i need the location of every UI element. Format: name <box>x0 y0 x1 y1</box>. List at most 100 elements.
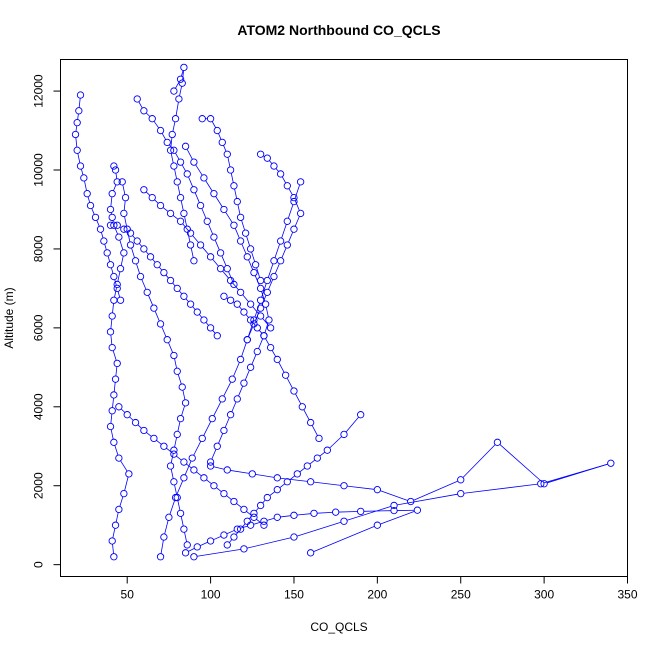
series-segment <box>160 540 164 554</box>
series-segment <box>234 188 238 199</box>
series-segment <box>224 417 230 428</box>
data-point <box>226 296 235 304</box>
data-point <box>186 300 195 308</box>
series-segment <box>185 298 189 303</box>
series-segment <box>218 133 222 140</box>
series-segment <box>172 215 179 220</box>
data-point <box>200 174 208 182</box>
data-point <box>133 95 141 103</box>
series-segment <box>199 314 203 318</box>
series-segment <box>177 184 181 195</box>
data-point <box>236 288 245 296</box>
series-segment <box>230 470 250 474</box>
data-point <box>340 517 348 525</box>
series-segment <box>232 282 239 291</box>
data-point <box>106 422 115 431</box>
data-point <box>306 478 315 486</box>
series-segment <box>170 153 174 164</box>
series-segment <box>227 157 231 167</box>
series-segment <box>237 204 241 215</box>
flight-track-series <box>71 91 125 304</box>
data-point <box>170 87 178 95</box>
data-point <box>206 115 215 123</box>
series-segment <box>75 125 78 132</box>
data-point <box>126 229 135 237</box>
series-segment <box>287 204 294 219</box>
series-segment <box>234 228 240 239</box>
series-segment <box>286 377 293 389</box>
series-segment <box>278 362 285 373</box>
series-segment <box>192 306 196 310</box>
series-segment <box>241 220 246 231</box>
data-point <box>246 300 255 308</box>
series-segment <box>177 374 182 385</box>
series-segment <box>208 224 214 235</box>
series-segment <box>288 188 293 196</box>
series-segment <box>215 196 223 207</box>
data-point <box>273 486 281 494</box>
data-point <box>240 308 248 316</box>
data-point <box>236 525 245 533</box>
data-point <box>228 375 236 383</box>
data-point <box>236 213 245 222</box>
series-segment <box>223 381 232 397</box>
data-point <box>223 150 231 158</box>
data-point <box>223 265 231 273</box>
series-segment <box>380 490 408 501</box>
data-point <box>115 233 123 241</box>
data-point <box>233 525 241 533</box>
series-segment <box>213 535 222 541</box>
series-segment <box>110 319 113 329</box>
data-point <box>83 190 91 198</box>
data-point <box>296 178 305 186</box>
series-segment <box>145 251 149 255</box>
series-segment <box>174 437 177 448</box>
data-point <box>120 225 128 233</box>
series-segment <box>181 164 187 172</box>
data-point <box>110 162 118 170</box>
series-segment <box>274 243 280 258</box>
flight-track-series <box>223 411 365 549</box>
data-point <box>246 521 255 529</box>
data-point <box>283 217 291 225</box>
data-point <box>315 434 323 443</box>
data-point <box>206 253 215 261</box>
x-tick-label: 100 <box>201 588 221 602</box>
data-point <box>166 462 175 470</box>
data-point <box>156 553 165 561</box>
series-segment <box>120 460 128 472</box>
series-segment <box>238 385 244 397</box>
data-point <box>116 296 125 304</box>
data-point <box>120 249 128 257</box>
series-segment <box>241 243 247 255</box>
data-point <box>171 493 180 502</box>
data-point <box>206 324 215 332</box>
data-point <box>160 442 168 450</box>
data-point <box>216 265 225 273</box>
data-point <box>180 209 188 218</box>
data-point <box>220 292 228 300</box>
series-segment <box>248 259 254 270</box>
data-point <box>196 201 205 210</box>
data-point <box>293 470 301 478</box>
data-point <box>113 178 121 186</box>
series-segment <box>211 121 217 128</box>
data-point <box>218 138 226 147</box>
series-segment <box>247 322 254 337</box>
series-segment <box>251 251 256 262</box>
series-segment <box>190 248 194 258</box>
data-point <box>210 233 218 241</box>
series-segment <box>110 413 113 424</box>
data-point <box>80 174 88 182</box>
data-point <box>110 438 118 446</box>
series-segment <box>294 216 300 227</box>
series-segment <box>262 318 269 326</box>
series-segment <box>261 295 267 306</box>
series-segment <box>177 500 181 511</box>
data-point <box>290 533 298 541</box>
series-segment <box>253 521 261 525</box>
data-point <box>256 276 265 285</box>
data-point <box>168 130 176 139</box>
series-segment <box>158 266 163 271</box>
flight-track-series <box>190 438 615 561</box>
